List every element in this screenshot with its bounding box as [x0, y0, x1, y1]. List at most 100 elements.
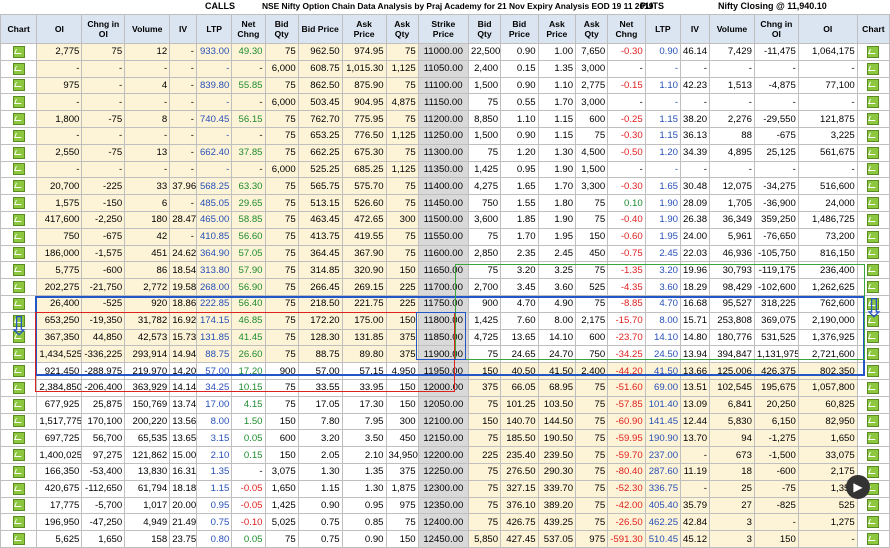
- chart-cell[interactable]: [0, 328, 38, 347]
- chart-icon[interactable]: [867, 146, 880, 159]
- chart-icon[interactable]: [867, 281, 880, 294]
- chart-cell[interactable]: [0, 462, 38, 481]
- chart-icon[interactable]: [867, 415, 880, 428]
- chart-cell[interactable]: [856, 328, 890, 347]
- chart-cell[interactable]: [0, 261, 38, 280]
- chart-cell[interactable]: [0, 429, 38, 448]
- chart-icon[interactable]: [867, 180, 880, 193]
- chart-icon[interactable]: [867, 398, 880, 411]
- chart-icon[interactable]: [867, 499, 880, 512]
- chart-icon[interactable]: [867, 365, 880, 377]
- chart-cell[interactable]: [0, 210, 38, 229]
- chart-cell[interactable]: [0, 479, 38, 498]
- chart-cell[interactable]: [856, 378, 890, 397]
- chart-cell[interactable]: [856, 412, 890, 431]
- chart-cell[interactable]: [856, 395, 890, 414]
- chart-cell[interactable]: [0, 395, 38, 414]
- chart-cell[interactable]: [0, 59, 38, 78]
- chart-icon[interactable]: [12, 247, 25, 260]
- chart-icon[interactable]: [12, 314, 25, 327]
- chart-icon[interactable]: [867, 129, 880, 142]
- chart-icon[interactable]: [12, 465, 25, 478]
- chart-cell[interactable]: [856, 278, 890, 296]
- chart-cell[interactable]: [856, 261, 890, 280]
- chart-cell[interactable]: [856, 110, 890, 128]
- chart-icon[interactable]: [12, 230, 25, 243]
- chart-cell[interactable]: [0, 227, 38, 246]
- chart-cell[interactable]: [856, 513, 890, 532]
- chart-icon[interactable]: [12, 264, 25, 277]
- chart-icon[interactable]: [12, 163, 25, 176]
- chart-icon[interactable]: [12, 62, 25, 75]
- chart-icon[interactable]: [867, 331, 880, 344]
- chart-cell[interactable]: [0, 278, 38, 296]
- chart-icon[interactable]: [12, 398, 25, 411]
- chart-cell[interactable]: [0, 496, 38, 515]
- chart-icon[interactable]: [12, 96, 25, 109]
- chart-cell[interactable]: [0, 412, 38, 431]
- chart-cell[interactable]: [0, 143, 38, 162]
- chart-cell[interactable]: [856, 227, 890, 246]
- chart-cell[interactable]: [856, 446, 890, 464]
- chart-cell[interactable]: [0, 362, 38, 380]
- chart-cell[interactable]: [0, 160, 38, 179]
- chart-cell[interactable]: [856, 143, 890, 162]
- chart-icon[interactable]: [867, 113, 880, 126]
- chart-cell[interactable]: [0, 43, 38, 61]
- chart-cell[interactable]: [856, 76, 890, 95]
- chart-cell[interactable]: [856, 362, 890, 380]
- chart-icon[interactable]: [12, 113, 25, 126]
- chart-icon[interactable]: [12, 532, 25, 545]
- chart-icon[interactable]: [867, 264, 880, 277]
- chart-icon[interactable]: [867, 448, 880, 461]
- chart-cell[interactable]: [0, 513, 38, 532]
- chart-cell[interactable]: [856, 126, 890, 145]
- chart-cell[interactable]: [856, 429, 890, 448]
- chart-cell[interactable]: [856, 462, 890, 481]
- chart-icon[interactable]: [12, 365, 25, 377]
- chart-cell[interactable]: [856, 160, 890, 179]
- chart-icon[interactable]: [867, 314, 880, 327]
- chart-icon[interactable]: [867, 213, 880, 226]
- chart-icon[interactable]: [12, 499, 25, 512]
- chart-icon[interactable]: [867, 96, 880, 109]
- chart-icon[interactable]: [12, 146, 25, 159]
- chart-cell[interactable]: [856, 177, 890, 196]
- chart-cell[interactable]: [856, 496, 890, 515]
- chart-icon[interactable]: [12, 381, 25, 394]
- chart-cell[interactable]: [856, 194, 890, 212]
- chart-icon[interactable]: [867, 197, 880, 210]
- chart-icon[interactable]: [867, 516, 880, 529]
- chart-cell[interactable]: [0, 378, 38, 397]
- chart-cell[interactable]: [0, 244, 38, 263]
- chart-icon[interactable]: [867, 532, 880, 545]
- play-icon[interactable]: ▶: [846, 475, 870, 499]
- chart-cell[interactable]: [0, 311, 38, 330]
- chart-cell[interactable]: [856, 294, 890, 313]
- chart-icon[interactable]: [867, 465, 880, 478]
- chart-icon[interactable]: [867, 62, 880, 75]
- chart-icon[interactable]: [12, 281, 25, 294]
- chart-icon[interactable]: [867, 163, 880, 176]
- chart-cell[interactable]: [856, 530, 890, 548]
- chart-icon[interactable]: [867, 432, 880, 445]
- chart-cell[interactable]: [856, 43, 890, 61]
- chart-cell[interactable]: [856, 345, 890, 364]
- chart-icon[interactable]: [12, 213, 25, 226]
- chart-icon[interactable]: [12, 45, 25, 58]
- chart-icon[interactable]: [867, 45, 880, 58]
- chart-icon[interactable]: [867, 348, 880, 361]
- chart-icon[interactable]: [12, 331, 25, 344]
- chart-icon[interactable]: [867, 297, 880, 310]
- chart-cell[interactable]: [0, 76, 38, 95]
- chart-icon[interactable]: [12, 516, 25, 529]
- chart-cell[interactable]: [856, 244, 890, 263]
- chart-icon[interactable]: [12, 432, 25, 445]
- chart-icon[interactable]: [12, 348, 25, 361]
- chart-icon[interactable]: [12, 129, 25, 142]
- chart-icon[interactable]: [12, 197, 25, 210]
- chart-cell[interactable]: [856, 210, 890, 229]
- chart-icon[interactable]: [12, 180, 25, 193]
- chart-icon[interactable]: [867, 230, 880, 243]
- chart-icon[interactable]: [12, 415, 25, 428]
